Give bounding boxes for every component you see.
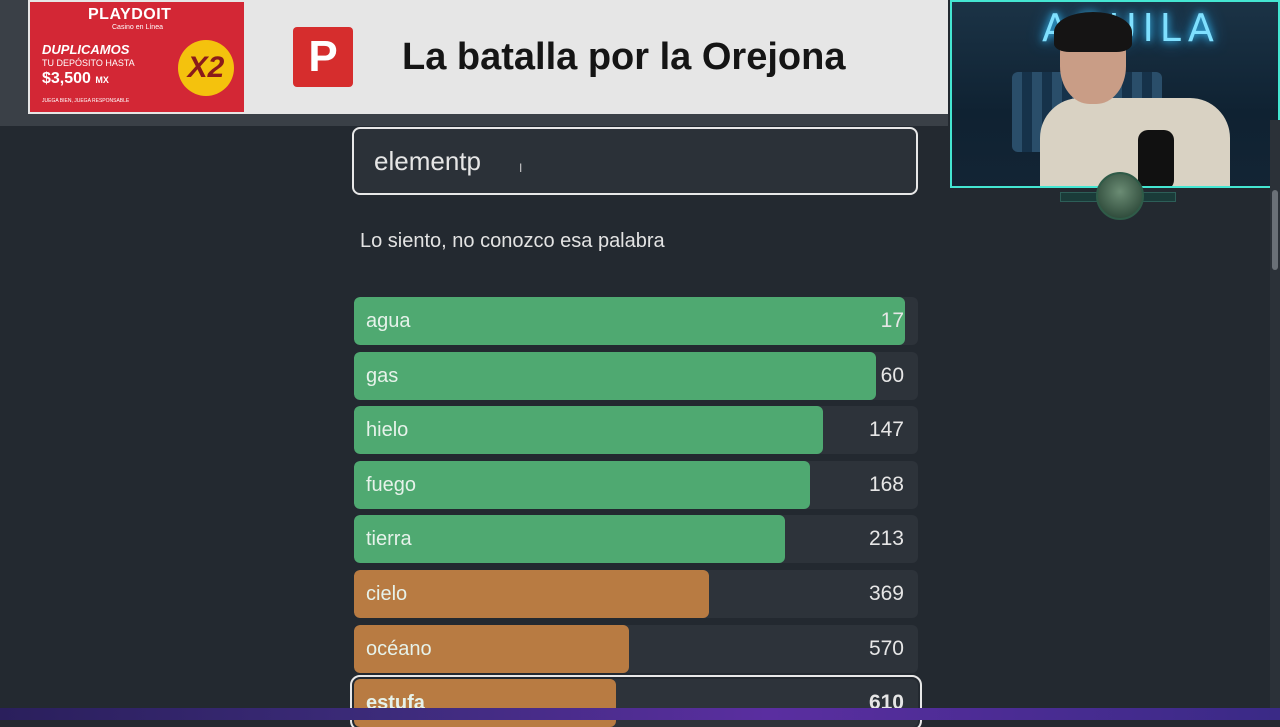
result-row[interactable]: cielo 369 bbox=[354, 570, 918, 618]
result-word: tierra bbox=[366, 528, 412, 550]
result-rank: 369 bbox=[868, 582, 904, 605]
ad-brand: PLAYDOIT bbox=[88, 6, 172, 23]
result-rank: 213 bbox=[868, 527, 904, 550]
similarity-bar bbox=[354, 406, 823, 454]
text-cursor-icon: I bbox=[519, 161, 523, 175]
ad-subtitle: Casino en Línea bbox=[112, 24, 163, 31]
result-word: océano bbox=[366, 638, 432, 660]
result-rank: 570 bbox=[868, 637, 904, 660]
result-word: hielo bbox=[366, 419, 409, 441]
result-row[interactable]: gas 60 bbox=[354, 352, 918, 400]
similarity-bar bbox=[354, 515, 785, 563]
result-rank: 60 bbox=[880, 364, 904, 387]
error-message: Lo siento, no conozco esa palabra bbox=[360, 230, 665, 252]
ad-amount: $3,500 MX bbox=[42, 70, 109, 87]
guess-input[interactable] bbox=[352, 127, 918, 195]
ad-multiplier-badge: X2 bbox=[178, 40, 234, 96]
result-word: fuego bbox=[366, 474, 417, 496]
microphone-icon bbox=[1138, 130, 1174, 186]
eagle-logo-icon bbox=[1096, 172, 1144, 220]
result-word: gas bbox=[366, 365, 399, 387]
ad-headline: DUPLICAMOS bbox=[42, 42, 130, 57]
similarity-bar bbox=[354, 570, 709, 618]
webcam-overlay: AGUILA bbox=[950, 0, 1280, 188]
result-row[interactable]: tierra 213 bbox=[354, 515, 918, 563]
ad-banner[interactable]: PLAYDOIT Casino en Línea DUPLICAMOS TU D… bbox=[30, 2, 244, 112]
page-title: La batalla por la Orejona bbox=[402, 36, 846, 78]
result-row[interactable]: océano 570 bbox=[354, 625, 918, 673]
result-row[interactable]: agua 17 bbox=[354, 297, 918, 345]
result-rank: 147 bbox=[868, 418, 904, 441]
similarity-bar bbox=[354, 461, 810, 509]
similarity-bar bbox=[354, 297, 905, 345]
ad-tagline: TU DEPÓSITO HASTA bbox=[42, 58, 135, 68]
streamer-hair bbox=[1054, 12, 1132, 52]
result-rank: 168 bbox=[868, 473, 904, 496]
result-word: agua bbox=[366, 310, 411, 332]
taskbar-strip bbox=[0, 708, 1280, 720]
ad-fine-print: JUEGA BIEN, JUEGA RESPONSABLE bbox=[42, 98, 130, 104]
result-row[interactable]: fuego 168 bbox=[354, 461, 918, 509]
scrollbar-track[interactable] bbox=[1270, 120, 1280, 720]
result-word: cielo bbox=[366, 583, 408, 605]
result-row[interactable]: hielo 147 bbox=[354, 406, 918, 454]
similarity-bar bbox=[354, 352, 876, 400]
site-logo-icon[interactable]: P bbox=[293, 27, 353, 87]
result-rank: 17 bbox=[880, 309, 904, 332]
similarity-bar bbox=[354, 625, 629, 673]
streamer-body bbox=[1040, 98, 1230, 186]
scrollbar-thumb[interactable] bbox=[1272, 190, 1278, 270]
